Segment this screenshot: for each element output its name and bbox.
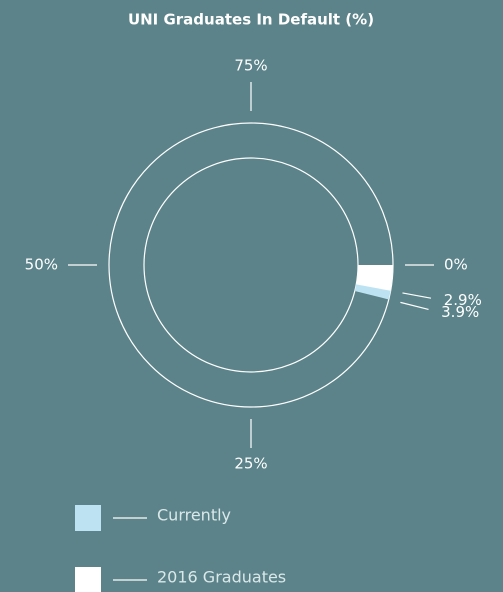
tick-label: 75% [234,57,267,75]
value-label: 3.9% [441,303,479,321]
legend-label: Currently [157,506,231,525]
value-label-line [402,292,432,299]
arc-segment [356,265,393,291]
legend-label: 2016 Graduates [157,568,286,587]
legend-swatch [75,567,101,592]
value-label: 2.9% [444,291,482,309]
value-label-line [400,301,429,310]
tick-label: 25% [234,455,267,473]
tick-label: 0% [444,256,468,274]
tick-label: 50% [25,256,58,274]
inner-ring [143,157,359,373]
chart-title: UNI Graduates In Default (%) [128,11,374,29]
legend-swatch [75,505,101,531]
outer-ring [108,122,394,408]
